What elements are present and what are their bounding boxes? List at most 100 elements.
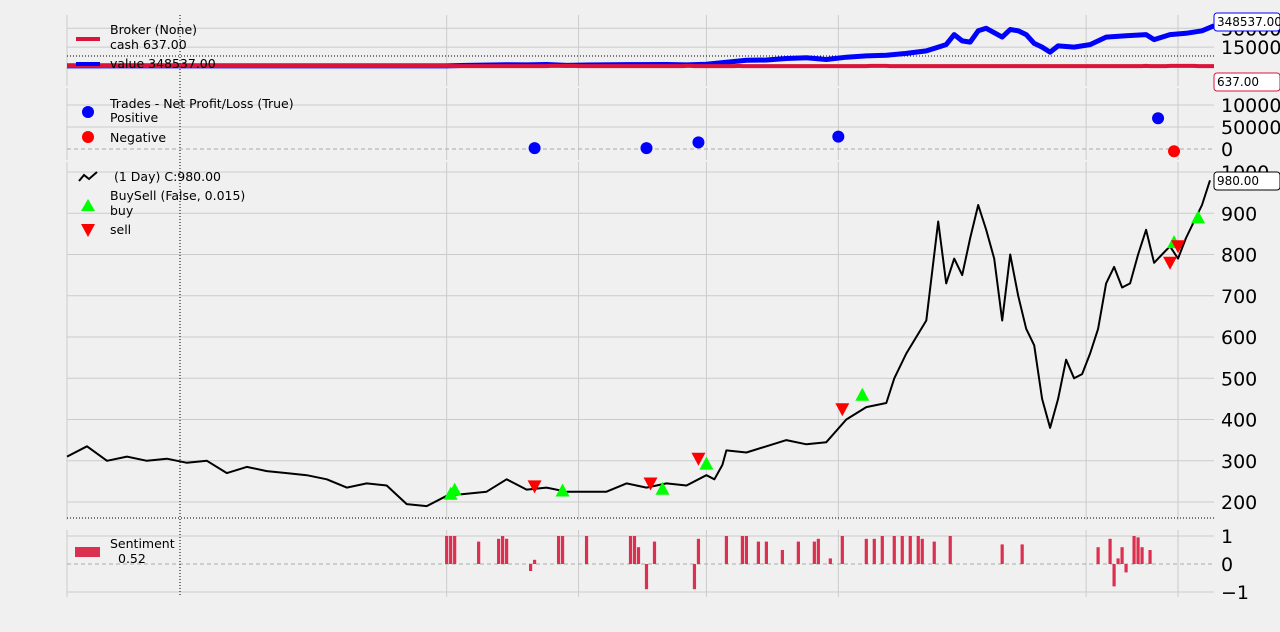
sentiment-bar (840, 536, 844, 564)
buy-marker (1191, 210, 1206, 224)
sentiment-bar (1132, 536, 1136, 564)
trade-positive-point (832, 130, 845, 143)
y-tick-label: 900 (1221, 203, 1257, 225)
sentiment-bar (1140, 547, 1144, 564)
sentiment-bar (501, 536, 505, 564)
close-label-box (1213, 171, 1280, 191)
sentiment-bar (764, 541, 768, 564)
sentiment-bar (1112, 564, 1116, 587)
legend-buysell-title: BuySell (False, 0.015) (110, 188, 245, 203)
y-tick-label: 1 (1221, 526, 1233, 548)
sentiment-bar (872, 538, 876, 564)
sentiment-bar (692, 564, 697, 590)
legend-sentiment-swatch (75, 547, 100, 557)
value-label-text: 348537.00 (1217, 15, 1280, 29)
legend-sell-swatch (81, 224, 95, 237)
legend-cash-label: cash 637.00 (110, 37, 187, 52)
y-tick-label: 100000 (1221, 95, 1280, 117)
sentiment-bar (744, 536, 749, 564)
sentiment-bar (1020, 544, 1024, 564)
y-tick-label: 600 (1221, 327, 1257, 349)
cash-label: 637.00 (1213, 72, 1280, 92)
sentiment-bar (1136, 537, 1140, 564)
sell-marker (691, 452, 706, 466)
sentiment-bar (505, 538, 509, 564)
sentiment-bar (1096, 547, 1100, 564)
sentiment-bar (628, 536, 633, 564)
buy-marker (447, 482, 462, 496)
sentiment-bar (816, 538, 820, 564)
sentiment-bar (632, 536, 637, 564)
sentiment-bar (828, 558, 832, 564)
legend-buy-label: buy (110, 203, 134, 218)
sentiment-bar (780, 550, 784, 564)
sentiment-bar (756, 541, 760, 564)
sentiment-bar (740, 536, 745, 564)
sentiment-bar (1120, 547, 1124, 564)
sentiment-bar (1000, 544, 1004, 564)
sentiment-bar (796, 541, 800, 564)
value-label: 348537.00 (1213, 12, 1280, 32)
y-tick-label: 700 (1221, 286, 1257, 308)
legend-buy-swatch (81, 199, 95, 211)
value-label-box (1213, 12, 1280, 32)
legend-close-swatch (78, 171, 98, 182)
grid-lines (66, 15, 1214, 597)
y-tick-label: 150000 (1221, 37, 1280, 59)
value-labels: 348537.00 637.00 980.00 (1213, 12, 1280, 191)
y-tick-label: 400 (1221, 410, 1257, 432)
sentiment-bar (920, 538, 924, 564)
y-tick-label: −1 (1221, 582, 1249, 604)
y-tick-label: 50000 (1221, 117, 1280, 139)
sentiment-bar (1148, 550, 1152, 564)
value-line (67, 23, 1215, 69)
buy-marker (699, 456, 714, 470)
sentiment-bar (948, 536, 952, 564)
sentiment-bar (812, 541, 816, 564)
sell-marker (835, 403, 850, 417)
y-tick-label: 0 (1221, 139, 1233, 161)
trade-positive-point (1152, 112, 1165, 125)
sentiment-bar (696, 538, 701, 564)
legend-close-label: (1 Day) C:980.00 (114, 169, 221, 184)
sentiment-bar (453, 536, 457, 564)
sentiment-bar (916, 536, 920, 564)
legend-sentiment-title: Sentiment (110, 536, 175, 551)
sell-marker (527, 480, 542, 494)
sentiment-bar (932, 541, 936, 564)
close-price-line (66, 179, 1211, 508)
buy-marker (855, 387, 870, 401)
sentiment-bar (560, 536, 565, 564)
sentiment-bar (892, 536, 896, 564)
sentiment-bar (556, 536, 561, 564)
y-tick-label: 500 (1221, 368, 1257, 390)
legend-positive-label: Positive (110, 110, 158, 125)
y-tick-label: 200 (1221, 492, 1257, 514)
trade-negative-point (1168, 145, 1181, 158)
cash-label-text: 637.00 (1217, 75, 1259, 89)
sentiment-bar (636, 547, 641, 564)
cash-label-box (1213, 72, 1280, 92)
legend-sentiment-value: 0.52 (118, 551, 146, 566)
sentiment-bar (477, 541, 481, 564)
sentiment-bar (445, 536, 449, 564)
sell-marker (1163, 256, 1178, 270)
sentiment-bar (644, 564, 649, 590)
legend-value-label: value 348537.00 (110, 56, 216, 71)
sentiment-bar (497, 538, 501, 564)
legend-negative-label: Negative (110, 130, 166, 145)
sentiment-bar (864, 538, 868, 564)
trade-positive-point (692, 136, 705, 149)
sentiment-bar (449, 536, 453, 564)
sentiment-bar (1108, 538, 1112, 564)
sentiment-bar (1124, 564, 1128, 573)
buy-marker (655, 481, 670, 495)
y-tick-label: 300 (1221, 451, 1257, 473)
legend-negative-swatch (82, 131, 94, 143)
sentiment-bar (584, 536, 589, 564)
sentiment-bar (724, 536, 729, 564)
sentiment-bar (880, 536, 884, 564)
sentiment-bar (532, 559, 537, 564)
series-layer (66, 23, 1215, 590)
